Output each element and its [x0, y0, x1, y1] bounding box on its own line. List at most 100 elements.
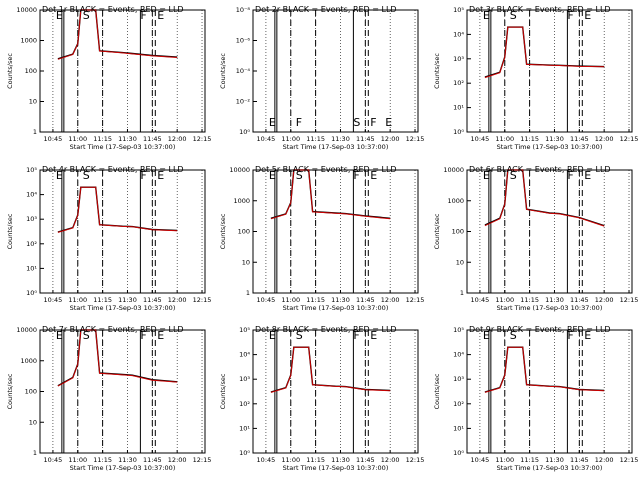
y-tick-label: 10¹ — [453, 104, 464, 112]
y-tick-label: 1000 — [447, 197, 464, 205]
plot-frame — [252, 329, 419, 454]
segment-marker: E — [56, 9, 63, 22]
y-tick-label: 10⁰ — [453, 449, 464, 457]
y-tick-label: 10³ — [453, 375, 464, 383]
x-tick-label: 12:15 — [620, 296, 639, 304]
segment-marker: E — [157, 169, 164, 182]
y-axis-label: Counts/sec — [6, 53, 14, 89]
chart-title: Det 1r BLACK = Events, RED = LLD — [42, 5, 184, 14]
events-line — [484, 346, 605, 393]
x-tick-label: 12:15 — [406, 135, 425, 143]
x-axis-label: Start Time (17-Sep-03 10:37:00) — [497, 304, 603, 312]
y-tick-label: 10 — [29, 98, 37, 106]
y-tick-label: 10000 — [229, 166, 250, 174]
segment-marker: E — [370, 169, 377, 182]
segment-marker: E — [56, 329, 63, 342]
y-tick-label: 10⁴ — [239, 351, 250, 359]
x-tick-label: 10:45 — [44, 135, 63, 143]
x-tick-label: 10:45 — [44, 456, 63, 464]
x-tick-label: 12:00 — [595, 296, 614, 304]
events-line — [57, 186, 178, 233]
x-tick-label: 11:30 — [545, 456, 564, 464]
y-tick-label: 10³ — [239, 375, 250, 383]
segment-marker: E — [483, 9, 490, 22]
y-tick-label: 10⁻⁴ — [236, 67, 251, 75]
segment-marker: S — [296, 169, 303, 182]
x-tick-label: 12:00 — [381, 296, 400, 304]
x-tick-label: 10:45 — [257, 135, 276, 143]
x-axis-label: Start Time (17-Sep-03 10:37:00) — [497, 464, 603, 472]
segment-marker: E — [370, 329, 377, 342]
x-tick-label: 12:00 — [381, 135, 400, 143]
y-tick-label: 10⁰ — [453, 128, 464, 136]
y-tick-label: 1000 — [233, 197, 250, 205]
y-tick-label: 100 — [452, 228, 464, 236]
x-tick-label: 10:45 — [44, 296, 63, 304]
y-tick-label: 100 — [25, 388, 37, 396]
chart-title: Det 8r BLACK = Events, RED = LLD — [255, 325, 397, 334]
segment-marker: S — [353, 116, 360, 129]
x-axis-label: Start Time (17-Sep-03 10:37:00) — [70, 143, 176, 151]
x-tick-label: 11:00 — [281, 456, 300, 464]
segment-marker: E — [483, 329, 490, 342]
x-tick-label: 11:45 — [143, 456, 162, 464]
x-tick-label: 12:15 — [620, 456, 639, 464]
events-line — [484, 26, 605, 78]
y-tick-label: 10² — [453, 79, 464, 87]
x-tick-label: 11:45 — [570, 296, 589, 304]
plot-frame — [466, 169, 633, 294]
lld-line — [57, 329, 178, 387]
plot-frame — [39, 9, 206, 133]
y-tick-label: 10 — [242, 258, 250, 266]
plot-frame — [39, 329, 206, 454]
x-tick-label: 12:15 — [406, 296, 425, 304]
segment-marker: S — [510, 9, 517, 22]
y-tick-label: 10⁻² — [236, 98, 251, 106]
y-axis-label: Counts/sec — [433, 373, 441, 409]
x-tick-label: 11:45 — [356, 135, 375, 143]
x-tick-label: 11:30 — [331, 135, 350, 143]
y-tick-label: 10⁰ — [239, 449, 250, 457]
x-tick-label: 11:30 — [118, 456, 137, 464]
segment-marker: F — [140, 169, 146, 182]
y-tick-label: 1000 — [20, 37, 37, 45]
y-tick-label: 10⁵ — [453, 326, 464, 334]
y-tick-label: 10 — [29, 418, 37, 426]
x-tick-label: 11:15 — [520, 456, 539, 464]
chart-title: Det 2r BLACK = Events, RED = LLD — [255, 5, 397, 14]
x-tick-label: 10:45 — [257, 456, 276, 464]
segment-marker: E — [483, 169, 490, 182]
segment-marker: F — [567, 9, 573, 22]
segment-marker: E — [157, 329, 164, 342]
segment-marker: S — [510, 169, 517, 182]
segment-marker: E — [584, 329, 591, 342]
segment-marker: E — [385, 116, 392, 129]
segment-marker: E — [56, 169, 63, 182]
y-tick-label: 10⁵ — [453, 6, 464, 14]
x-tick-label: 12:00 — [381, 456, 400, 464]
x-tick-label: 10:45 — [471, 456, 490, 464]
x-tick-label: 11:00 — [495, 456, 514, 464]
y-tick-label: 10⁰ — [239, 128, 250, 136]
segment-marker: S — [510, 329, 517, 342]
y-tick-label: 10⁻⁶ — [236, 37, 251, 45]
segment-marker: E — [584, 9, 591, 22]
x-tick-label: 10:45 — [471, 135, 490, 143]
x-tick-label: 10:45 — [471, 296, 490, 304]
x-tick-label: 11:45 — [356, 456, 375, 464]
chart-title: Det 7r BLACK = Events, RED = LLD — [42, 325, 184, 334]
x-tick-label: 11:15 — [93, 135, 112, 143]
plot-frame — [466, 9, 633, 133]
x-tick-label: 12:00 — [168, 135, 187, 143]
x-tick-label: 12:15 — [193, 296, 212, 304]
y-tick-label: 10¹ — [239, 424, 250, 432]
x-tick-label: 11:00 — [495, 135, 514, 143]
chart-title: Det 6r BLACK = Events, RED = LLD — [469, 165, 611, 174]
x-tick-label: 12:00 — [595, 456, 614, 464]
x-tick-label: 11:45 — [143, 296, 162, 304]
x-tick-label: 11:45 — [570, 135, 589, 143]
chart-title: Det 3r BLACK = Events, RED = LLD — [469, 5, 611, 14]
y-tick-label: 100 — [238, 228, 250, 236]
x-axis-label: Start Time (17-Sep-03 10:37:00) — [283, 304, 389, 312]
y-tick-label: 1000 — [20, 357, 37, 365]
